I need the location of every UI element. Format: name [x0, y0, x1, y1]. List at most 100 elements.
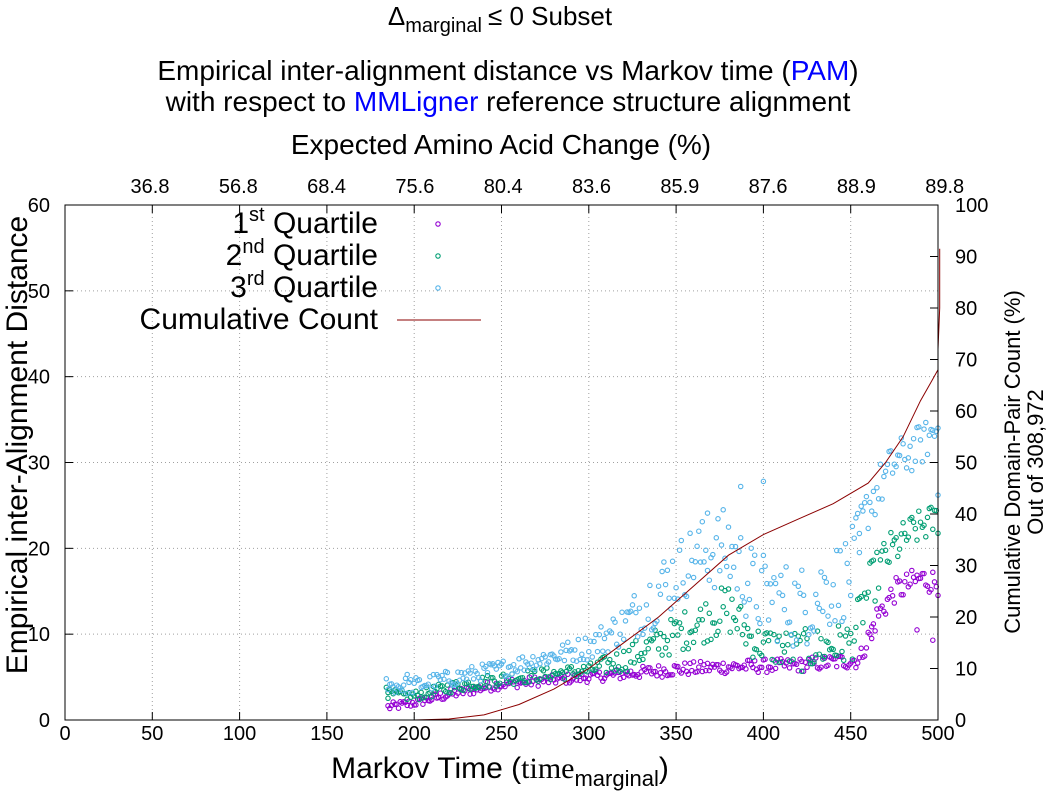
- data-point: [510, 661, 517, 668]
- data-point: [917, 575, 924, 582]
- data-point: [893, 463, 899, 470]
- data-point: [528, 672, 534, 679]
- data-point: [739, 631, 746, 638]
- data-point: [643, 639, 650, 645]
- y-tick-label: 0: [39, 710, 50, 732]
- y2-tick-label: 0: [955, 710, 966, 732]
- data-point: [608, 630, 615, 636]
- data-point: [603, 669, 610, 676]
- legend-label: 1st Quartile: [232, 204, 378, 240]
- data-point: [830, 646, 836, 653]
- data-point: [727, 573, 733, 580]
- data-point: [790, 643, 796, 649]
- data-point: [860, 619, 866, 626]
- data-point: [662, 645, 669, 651]
- data-point: [483, 663, 489, 670]
- data-point: [867, 631, 873, 637]
- data-point: [891, 600, 898, 606]
- data-point: [821, 653, 828, 660]
- data-point: [596, 669, 603, 676]
- data-point: [661, 633, 667, 640]
- data-point: [879, 603, 885, 609]
- data-point: [804, 664, 810, 671]
- y2-tick-label: 10: [955, 659, 977, 681]
- data-point: [607, 656, 613, 663]
- data-point: [647, 582, 653, 589]
- y2-tick-label: 30: [955, 556, 977, 578]
- data-point: [706, 610, 713, 617]
- data-point: [771, 574, 777, 581]
- data-point: [872, 598, 878, 604]
- data-point: [795, 668, 802, 674]
- data-point: [601, 653, 608, 660]
- data-point: [586, 648, 592, 655]
- data-point: [582, 635, 589, 642]
- data-point: [800, 592, 807, 599]
- data-point: [800, 668, 807, 675]
- data-point: [682, 660, 688, 666]
- data-point: [580, 663, 587, 670]
- data-point: [711, 584, 718, 591]
- data-point: [643, 602, 650, 608]
- data-point: [772, 665, 779, 672]
- data-point: [537, 661, 543, 667]
- data-point: [600, 648, 606, 654]
- data-point: [902, 530, 908, 537]
- subset-symbol: Δ: [388, 1, 405, 31]
- data-point: [708, 636, 714, 643]
- data-point: [673, 663, 679, 670]
- data-point: [723, 669, 730, 675]
- data-point: [867, 499, 873, 506]
- data-point: [786, 619, 793, 625]
- data-point: [743, 641, 749, 647]
- data-point: [441, 676, 447, 682]
- data-point: [811, 628, 817, 634]
- data-point: [737, 535, 744, 541]
- y2-axis-label-line1: Cumulative Domain-Pair Count (%): [1000, 290, 1025, 634]
- data-point: [641, 650, 648, 656]
- x-tick-label: 450: [834, 723, 867, 745]
- data-point: [795, 583, 802, 590]
- data-point: [755, 628, 761, 635]
- data-point: [771, 631, 777, 638]
- data-point: [840, 615, 847, 621]
- data-point: [889, 541, 896, 548]
- data-point: [865, 525, 871, 532]
- data-point: [568, 664, 575, 670]
- data-point: [664, 567, 671, 574]
- data-point: [739, 593, 746, 600]
- data-point: [627, 608, 634, 615]
- data-point: [854, 660, 861, 666]
- data-point: [593, 631, 599, 638]
- legend-label: Cumulative Count: [140, 303, 379, 336]
- data-point: [661, 559, 667, 565]
- data-point: [699, 668, 706, 675]
- data-point: [781, 606, 788, 613]
- data-point: [758, 567, 765, 574]
- data-point: [491, 678, 498, 684]
- data-point: [407, 676, 414, 683]
- data-point: [861, 590, 868, 596]
- data-point: [924, 583, 931, 589]
- data-point: [399, 687, 405, 694]
- data-point: [563, 668, 569, 675]
- data-point: [673, 584, 679, 591]
- data-point: [849, 656, 856, 662]
- data-point: [542, 654, 548, 660]
- mmligner-link: MMLigner: [354, 86, 478, 117]
- data-point: [757, 664, 763, 671]
- x2-tick-label: 88.9: [837, 176, 876, 198]
- data-point: [813, 652, 819, 658]
- data-point: [477, 678, 484, 684]
- data-point: [683, 593, 690, 600]
- data-point: [591, 638, 597, 645]
- data-point: [620, 648, 627, 655]
- data-point: [669, 632, 676, 639]
- y2-tick-label: 40: [955, 504, 977, 526]
- data-point: [710, 551, 716, 558]
- data-point: [814, 628, 821, 634]
- data-point: [753, 604, 760, 610]
- data-point: [858, 503, 864, 510]
- data-point: [898, 591, 905, 598]
